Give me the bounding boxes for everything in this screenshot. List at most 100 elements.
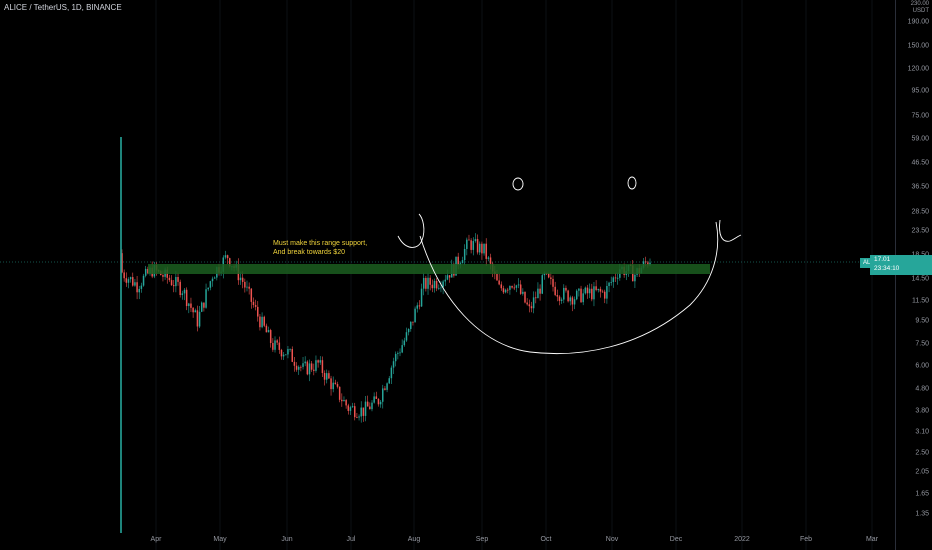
- candle-body: [295, 365, 298, 370]
- candle-body: [190, 303, 192, 308]
- candle-body: [194, 310, 197, 313]
- candle-body: [360, 407, 362, 417]
- candle-body: [476, 239, 479, 253]
- candle-body: [377, 398, 380, 405]
- candle-body: [573, 299, 576, 305]
- candle-body: [578, 288, 580, 291]
- candle-body: [608, 282, 610, 287]
- candle-body: [530, 306, 533, 309]
- candle-body: [563, 287, 565, 300]
- candle-body: [446, 275, 449, 280]
- y-tick-label: 120.00: [907, 65, 929, 73]
- candle-body: [265, 325, 268, 333]
- candle-body: [257, 306, 259, 317]
- candle-body: [364, 401, 367, 416]
- candle-body: [586, 287, 589, 294]
- candle-body: [179, 281, 181, 295]
- candle-body: [647, 262, 649, 266]
- candle-body: [440, 287, 442, 289]
- x-tick-label: Nov: [605, 536, 619, 543]
- candle-body: [511, 285, 513, 288]
- candle-body: [431, 284, 434, 289]
- candle-body: [478, 243, 481, 253]
- candle-body: [121, 253, 123, 273]
- candle-body: [513, 287, 515, 289]
- candle-body: [442, 281, 444, 288]
- candle-body: [248, 286, 250, 289]
- candle-body: [541, 275, 543, 294]
- candle-body: [597, 288, 600, 291]
- candle-body: [125, 278, 128, 283]
- y-tick-label: 95.00: [911, 87, 929, 95]
- candle-body: [319, 360, 322, 363]
- candle-body: [185, 289, 188, 307]
- candle-body: [435, 280, 438, 289]
- smiley-left-cheek-drawing: [397, 213, 425, 248]
- candle-body: [606, 286, 608, 299]
- candle-body: [407, 328, 410, 333]
- candle-body: [209, 281, 212, 288]
- candle-body: [410, 321, 412, 329]
- candle-body: [634, 274, 636, 282]
- candle-body: [472, 241, 475, 250]
- candle-body: [528, 304, 531, 307]
- candle-body: [438, 287, 440, 289]
- candle-body: [603, 291, 606, 299]
- candle-body: [487, 257, 490, 259]
- candle-body: [526, 302, 528, 305]
- candle-body: [302, 363, 304, 367]
- candle-body: [601, 291, 604, 293]
- last-price-badge: 17.01 23:34:10: [870, 255, 932, 275]
- candle-body: [313, 369, 315, 371]
- candle-body: [272, 343, 274, 350]
- candle-body: [269, 330, 272, 344]
- smiley-right-cheek-drawing: [719, 219, 742, 242]
- candle-body: [580, 288, 582, 303]
- x-tick-label: Mar: [865, 536, 879, 543]
- candle-body: [254, 304, 257, 307]
- candle-body: [399, 352, 401, 354]
- price-chart[interactable]: [0, 0, 895, 550]
- candle-body: [390, 367, 393, 379]
- candle-body: [224, 255, 227, 258]
- candle-body: [535, 297, 537, 299]
- chart-title: ALICE / TetherUS, 1D, BINANCE: [4, 3, 122, 12]
- x-tick-label: Jul: [346, 536, 356, 543]
- candle-body: [142, 275, 145, 286]
- candle-body: [330, 378, 332, 390]
- candle-body: [181, 293, 184, 295]
- smiley-left-eye-drawing: [512, 177, 524, 191]
- x-tick-label: Aug: [407, 536, 421, 543]
- candle-body: [226, 255, 229, 259]
- candle-body: [571, 297, 574, 305]
- candle-body: [211, 278, 214, 282]
- y-tick-label: 11.50: [912, 297, 929, 305]
- y-tick-label: 36.50: [911, 183, 929, 191]
- candle-body: [539, 288, 541, 294]
- candle-body: [500, 284, 503, 289]
- candle-body: [300, 366, 302, 368]
- price-axis[interactable]: USDT 230.00 190.00 150.00 120.00 95.00 75.00 59…: [895, 0, 932, 550]
- y-tick-label: 3.10: [915, 428, 929, 436]
- candle-body: [345, 400, 347, 406]
- candle-body: [433, 280, 436, 289]
- candle-body: [560, 299, 563, 301]
- x-tick-label: Apr: [150, 536, 162, 543]
- candles: [121, 233, 651, 423]
- candle-body: [278, 342, 281, 350]
- candle-body: [315, 360, 317, 371]
- candle-body: [379, 401, 382, 405]
- candle-body: [308, 363, 311, 375]
- candle-body: [532, 297, 535, 309]
- candle-body: [140, 285, 143, 289]
- candle-body: [485, 243, 487, 259]
- candle-body: [504, 289, 507, 293]
- x-tick-label: 2022: [734, 536, 750, 543]
- candle-body: [483, 243, 485, 254]
- candle-body: [373, 396, 375, 403]
- candle-body: [341, 399, 343, 402]
- candle-body: [416, 305, 419, 309]
- candle-body: [259, 316, 261, 328]
- candle-body: [422, 277, 425, 289]
- candle-body: [595, 286, 597, 291]
